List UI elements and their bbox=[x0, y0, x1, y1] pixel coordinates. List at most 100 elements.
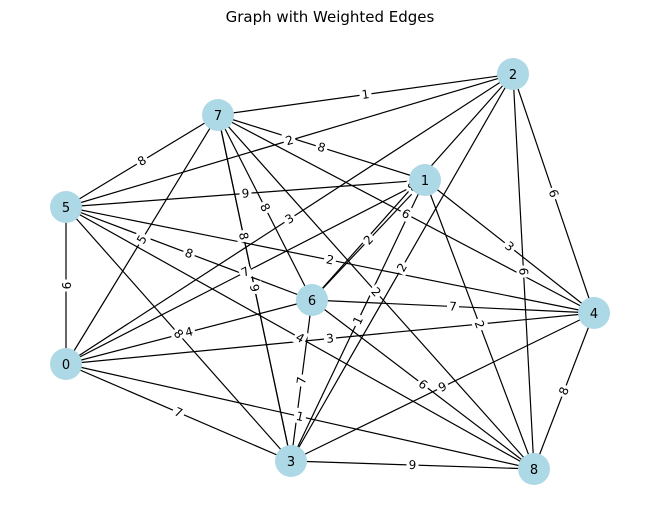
edge-label-2-3: 2 bbox=[392, 258, 412, 277]
node-2 bbox=[497, 58, 529, 90]
edge-label-bg bbox=[235, 228, 253, 244]
edge-label-bg bbox=[358, 85, 373, 103]
edge-label-bg bbox=[236, 262, 255, 281]
edge-label-bg bbox=[132, 151, 151, 171]
edge-weight-text: 9 bbox=[408, 458, 416, 472]
edge-label-1-8: 2 bbox=[470, 316, 490, 333]
edge-label-5-1: 9 bbox=[238, 185, 253, 201]
edge-label-bg bbox=[544, 185, 564, 202]
edge-label-bg bbox=[180, 243, 198, 263]
edge-label-7-8: 2 bbox=[366, 282, 386, 302]
edge-label-7-1: 8 bbox=[313, 138, 330, 156]
edge-weight-text: 3 bbox=[326, 331, 335, 346]
edge-label-6-3: 7 bbox=[292, 373, 310, 388]
edge-label-bg bbox=[59, 279, 74, 292]
edge-label-0-3: 7 bbox=[170, 402, 188, 422]
edge-label-2-8: 6 bbox=[516, 265, 532, 278]
nodes-layer: 0 1 2 3 4 5 6 7 8 bbox=[50, 58, 610, 485]
node-label-8: 8 bbox=[530, 463, 538, 478]
edge-label-bg bbox=[281, 131, 298, 149]
edge-weight-text: 8 bbox=[236, 231, 251, 241]
node-label-2: 2 bbox=[509, 68, 517, 83]
edge-label-5-4: 2 bbox=[322, 250, 338, 269]
edge-label-bg bbox=[366, 282, 386, 302]
edge-label-bg bbox=[132, 230, 152, 249]
edge-label-bg bbox=[358, 230, 378, 250]
edge-label-bg bbox=[348, 311, 367, 329]
edge-label-bg bbox=[446, 298, 460, 314]
edge-weight-text: 1 bbox=[361, 87, 370, 102]
edge-label-7-3: 8 bbox=[235, 228, 253, 244]
edge-weight-text: 7 bbox=[449, 299, 457, 313]
edge-labels-layer: 188589622928849382667232174763987198 bbox=[59, 85, 573, 473]
edge-label-2-4: 6 bbox=[544, 185, 564, 202]
edge-weight-text: 9 bbox=[59, 282, 73, 290]
node-1 bbox=[409, 164, 441, 196]
edge-label-bg bbox=[433, 377, 451, 396]
edge-label-7-2: 1 bbox=[358, 85, 373, 103]
edge-label-bg bbox=[413, 374, 433, 394]
edge-label-4-8: 8 bbox=[554, 382, 573, 400]
node-label-4: 4 bbox=[590, 307, 598, 322]
edge-label-bg bbox=[256, 198, 275, 217]
node-label-0: 0 bbox=[62, 358, 70, 373]
edge-label-bg bbox=[470, 316, 490, 333]
edge-label-4-3: 9 bbox=[433, 377, 451, 396]
edge-label-bg bbox=[246, 280, 264, 296]
edge-label-bg bbox=[397, 204, 416, 223]
node-5 bbox=[50, 191, 82, 223]
edge-label-bg bbox=[554, 382, 573, 400]
edge-label-7-5: 8 bbox=[132, 151, 151, 171]
edge-label-bg bbox=[322, 250, 338, 269]
edge-label-bg bbox=[292, 373, 310, 388]
node-3 bbox=[275, 445, 307, 477]
edge-label-5-6: 8 bbox=[180, 243, 198, 263]
edge-weight-text: 8 bbox=[316, 140, 327, 156]
node-label-1: 1 bbox=[421, 174, 429, 189]
edge-label-bg bbox=[170, 402, 188, 422]
edge-label-4-0: 3 bbox=[323, 329, 337, 347]
edge-label-7-4: 6 bbox=[397, 204, 416, 223]
edge-label-1-4: 3 bbox=[500, 236, 520, 256]
edge-label-bg bbox=[238, 185, 253, 201]
node-6 bbox=[296, 284, 328, 316]
edge-label-bg bbox=[500, 236, 520, 256]
edge-weight-text: 7 bbox=[294, 376, 309, 385]
node-0 bbox=[50, 348, 82, 380]
edge-label-bg bbox=[516, 265, 532, 278]
edge-label-1-3: 1 bbox=[348, 311, 367, 329]
node-label-6: 6 bbox=[308, 294, 316, 309]
edge-label-bg bbox=[280, 209, 299, 229]
node-4 bbox=[578, 297, 610, 329]
edge-weight-text: 9 bbox=[247, 283, 262, 293]
edge-label-bg bbox=[323, 329, 337, 347]
edge-label-7-0: 5 bbox=[132, 230, 152, 249]
edge-label-7-6: 8 bbox=[256, 198, 275, 217]
edge-label-5-8: 4 bbox=[291, 328, 310, 348]
node-8 bbox=[518, 453, 550, 485]
edge-weight-text: 2 bbox=[325, 252, 335, 267]
edge-weight-text: 2 bbox=[284, 133, 295, 149]
node-label-7: 7 bbox=[214, 109, 222, 124]
node-label-5: 5 bbox=[62, 201, 70, 216]
edge-label-0-8: 1 bbox=[292, 407, 308, 425]
edge-label-bg bbox=[313, 138, 330, 156]
node-7 bbox=[202, 99, 234, 131]
edges-layer bbox=[65, 73, 595, 470]
graph-title: Graph with Weighted Edges bbox=[225, 8, 435, 26]
edge-label-5-2: 2 bbox=[281, 131, 298, 149]
edge-weight-text: 4 bbox=[184, 324, 195, 339]
edge-label-6-4: 7 bbox=[446, 298, 460, 314]
edge-label-5-0: 9 bbox=[59, 279, 74, 292]
edge-label-bg bbox=[181, 322, 197, 341]
edge-label-3-8: 9 bbox=[406, 456, 419, 473]
edge-weight-text: 1 bbox=[295, 409, 306, 424]
edge-label-bg bbox=[291, 328, 310, 348]
edge-label-1-0: 7 bbox=[236, 262, 255, 281]
edge-weight-text: 6 bbox=[516, 267, 530, 275]
node-label-3: 3 bbox=[287, 455, 295, 470]
edge-label-2-0: 3 bbox=[280, 209, 299, 229]
edge-label-bg bbox=[406, 456, 419, 473]
edge-label-6-0: 4 bbox=[181, 322, 197, 341]
